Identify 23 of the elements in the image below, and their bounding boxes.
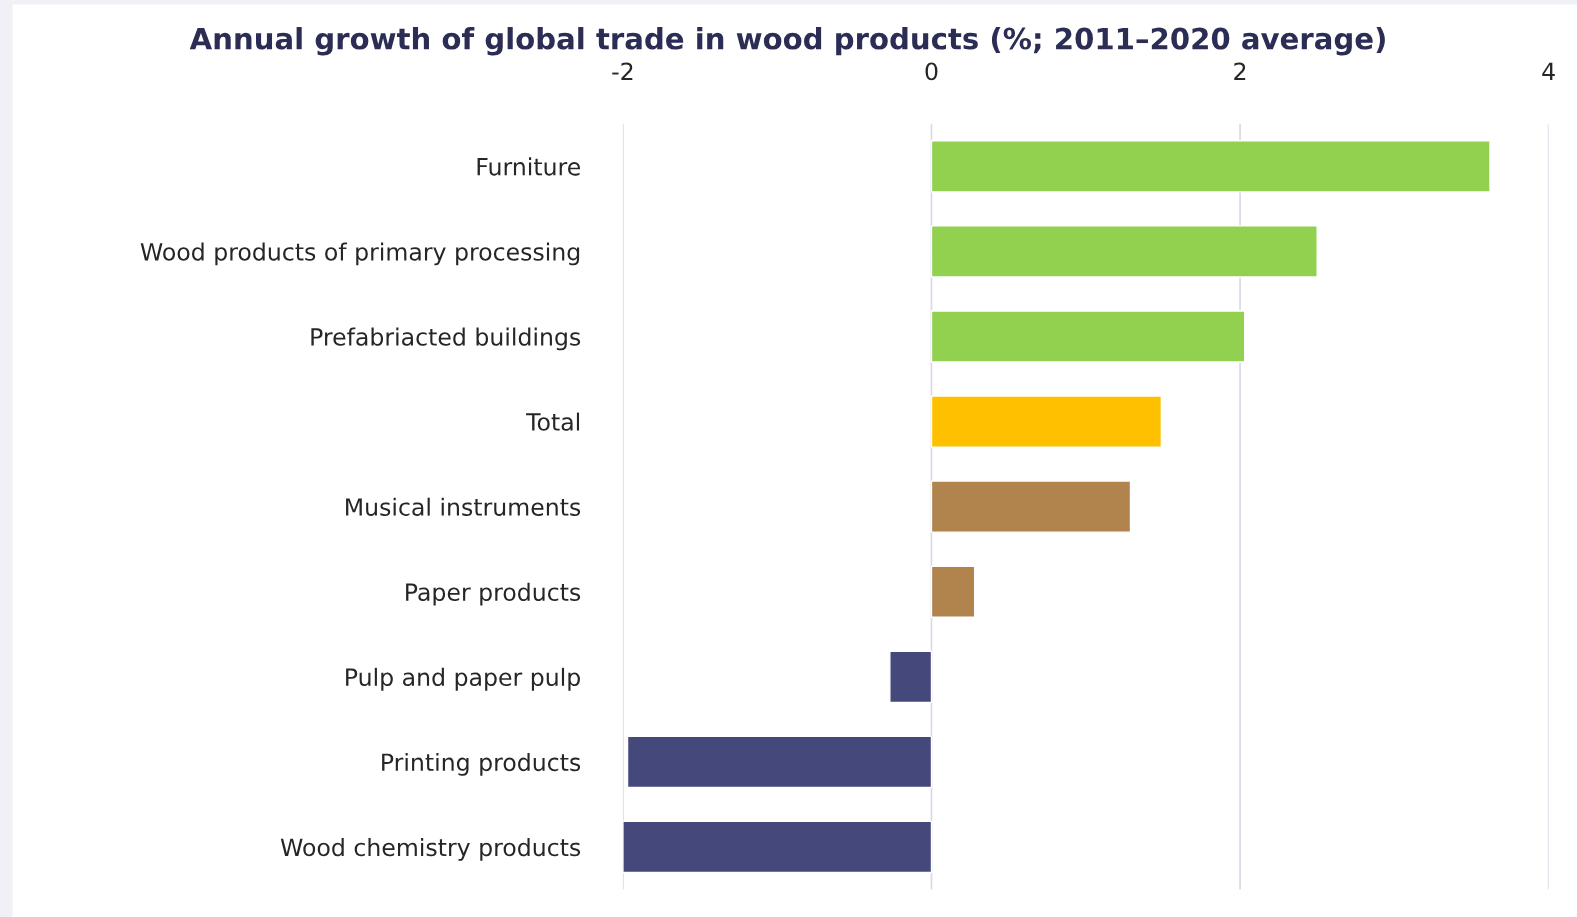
bar <box>930 395 1163 448</box>
bar <box>930 480 1132 533</box>
chart-title: Annual growth of global trade in wood products (%; 2011–2020 average) <box>189 27 1385 56</box>
bar <box>626 735 933 789</box>
x-tick-label: 2 <box>1234 62 1246 80</box>
bar <box>930 310 1246 363</box>
bar <box>622 820 933 874</box>
bar <box>889 650 933 704</box>
bar <box>930 565 976 618</box>
y-tick-label: Musical instruments <box>346 497 581 516</box>
x-tick-label: -2 <box>612 62 633 80</box>
y-tick-label: Paper products <box>406 582 581 606</box>
y-tick-label: Total <box>526 412 580 431</box>
y-tick-label: Prefabriacted buildings <box>311 327 581 351</box>
bar <box>930 140 1491 193</box>
y-tick-label: Pulp and paper pulp <box>346 667 580 691</box>
x-tick-label: 0 <box>925 62 938 81</box>
y-tick-label: Wood products of primary processing <box>140 242 580 266</box>
y-tick-label: Furniture <box>477 157 580 176</box>
bar <box>930 225 1318 278</box>
y-tick-label: Printing products <box>382 752 581 776</box>
x-tick-label: 4 <box>1542 62 1555 80</box>
y-tick-label: Wood chemistry products <box>280 837 581 861</box>
